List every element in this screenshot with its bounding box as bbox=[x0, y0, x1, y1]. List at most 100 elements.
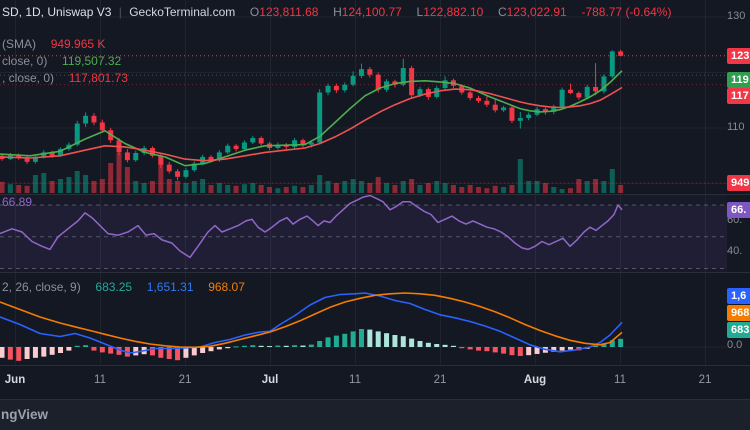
candle-body bbox=[434, 88, 440, 97]
volume-bar bbox=[542, 183, 548, 193]
chart-canvas[interactable] bbox=[0, 0, 750, 398]
ma-fast-legend[interactable]: close, 0) 119,507.32 bbox=[2, 54, 121, 68]
volume-bar bbox=[459, 187, 465, 193]
candle-body bbox=[91, 115, 97, 123]
macd-histogram-bar bbox=[450, 345, 456, 347]
volume-bar bbox=[317, 175, 323, 193]
candle-body bbox=[49, 152, 55, 156]
volume-bar bbox=[241, 184, 247, 193]
candle-body bbox=[542, 109, 548, 112]
time-axis-day-label[interactable]: 11 bbox=[94, 374, 106, 386]
candle-body bbox=[183, 170, 189, 177]
candle-body bbox=[509, 107, 515, 121]
macd-histogram-bar bbox=[108, 347, 114, 354]
price-axis-label: 130 bbox=[727, 10, 746, 22]
macd-histogram-bar bbox=[49, 347, 55, 355]
time-axis-day-label[interactable]: 21 bbox=[178, 374, 192, 386]
macd-signal-value: 968.07 bbox=[208, 280, 245, 294]
volume-bar bbox=[576, 179, 582, 193]
macd-settings-label: 2, 26, close, 9) bbox=[2, 280, 81, 294]
close-value: 123,022.91 bbox=[506, 5, 567, 19]
candle-body bbox=[576, 93, 582, 98]
volume-bar bbox=[425, 183, 431, 193]
volume-bar bbox=[358, 181, 364, 193]
macd-histogram-bar bbox=[175, 347, 181, 361]
volume-legend[interactable]: (SMA) 949.965 K bbox=[2, 37, 105, 51]
tradingview-logo[interactable]: ngView bbox=[1, 407, 49, 422]
macd-line-value: 1,651.31 bbox=[146, 280, 194, 294]
ma-fast-line bbox=[0, 70, 623, 167]
volume-bar bbox=[342, 181, 348, 193]
time-axis-month-label[interactable]: Aug bbox=[523, 374, 547, 386]
volume-bar bbox=[450, 185, 456, 193]
macd-histogram-bar bbox=[308, 344, 314, 347]
ma-slow-legend[interactable]: , close, 0) 117,801.73 bbox=[2, 71, 128, 85]
candle-body bbox=[618, 51, 624, 56]
volume-bar bbox=[267, 187, 273, 193]
macd-histogram-bar bbox=[567, 347, 573, 350]
high-label: H bbox=[333, 5, 342, 19]
ma-slow-value: 117,801.73 bbox=[68, 71, 128, 85]
volume-bar bbox=[141, 183, 147, 193]
macd-histogram-bar bbox=[83, 345, 89, 347]
candle-body bbox=[158, 155, 164, 165]
macd-histogram-bar bbox=[233, 346, 239, 348]
macd-histogram-bar bbox=[509, 347, 515, 356]
candle-body bbox=[99, 122, 105, 131]
candle-body bbox=[24, 157, 30, 162]
time-axis-month-label[interactable]: Jul bbox=[261, 374, 279, 386]
rsi-line bbox=[0, 194, 623, 259]
time-axis-day-label[interactable]: 21 bbox=[433, 374, 447, 386]
rsi-value: 66.89 bbox=[2, 195, 33, 209]
volume-bar bbox=[24, 185, 30, 193]
time-axis-day-label[interactable]: 11 bbox=[614, 374, 626, 386]
time-axis-month-label[interactable]: Jun bbox=[4, 374, 26, 386]
macd-histogram-bar bbox=[609, 340, 615, 347]
macd-histogram-bar bbox=[292, 345, 298, 347]
price-axis-badge: 968 bbox=[727, 305, 750, 321]
volume-bar bbox=[501, 187, 507, 193]
candle-body bbox=[476, 98, 482, 101]
macd-histogram-bar bbox=[283, 345, 289, 347]
price-axis[interactable]: 130 110 60. 40. 0.0 123 119 117 949 66. 1,6 968 683 bbox=[727, 0, 750, 398]
ma-slow-line bbox=[0, 86, 623, 162]
rsi-legend[interactable]: 66.89 bbox=[2, 195, 32, 209]
macd-histogram-bar bbox=[208, 347, 214, 352]
price-axis-badge: 123 bbox=[727, 48, 750, 64]
candle-body bbox=[467, 92, 473, 99]
time-axis[interactable]: Jun 11 21 Jul 11 21 Aug 11 21 bbox=[0, 366, 750, 398]
candle-body bbox=[166, 164, 172, 172]
time-axis-day-label[interactable]: 21 bbox=[698, 374, 712, 386]
candle-body bbox=[308, 142, 314, 145]
macd-histogram-bar bbox=[74, 345, 80, 347]
macd-histogram-bar bbox=[501, 347, 507, 354]
macd-histogram-bar bbox=[342, 333, 348, 347]
volume-bar bbox=[16, 185, 22, 193]
macd-histogram-bar bbox=[400, 336, 406, 347]
macd-histogram-bar bbox=[601, 343, 607, 347]
candle-body bbox=[250, 137, 256, 143]
candle-body bbox=[517, 118, 523, 121]
candle-body bbox=[16, 155, 22, 158]
volume-bar bbox=[434, 181, 440, 193]
candle-body bbox=[609, 51, 615, 77]
candle-body bbox=[442, 80, 448, 89]
macd-histogram-bar bbox=[484, 347, 490, 352]
close-label: C bbox=[497, 5, 507, 19]
time-axis-day-label[interactable]: 11 bbox=[349, 374, 361, 386]
candle-body bbox=[342, 84, 348, 91]
candle-body bbox=[551, 106, 557, 112]
symbol-legend[interactable]: SD, 1D, Uniswap V3 | GeckoTerminal.com O… bbox=[2, 5, 671, 19]
low-value: 122,882.10 bbox=[423, 5, 484, 19]
volume-bar bbox=[49, 181, 55, 193]
candle-body bbox=[175, 171, 181, 177]
macd-legend[interactable]: 2, 26, close, 9) 683.25 1,651.31 968.07 bbox=[2, 280, 245, 294]
macd-histogram-bar bbox=[200, 347, 206, 353]
macd-histogram-bar bbox=[409, 338, 415, 347]
rsi-band bbox=[0, 205, 727, 269]
macd-histogram-bar bbox=[559, 347, 565, 351]
low-label: L bbox=[416, 5, 424, 19]
volume-bar bbox=[208, 185, 214, 193]
volume-bar bbox=[216, 183, 222, 193]
volume-bar bbox=[133, 181, 139, 193]
